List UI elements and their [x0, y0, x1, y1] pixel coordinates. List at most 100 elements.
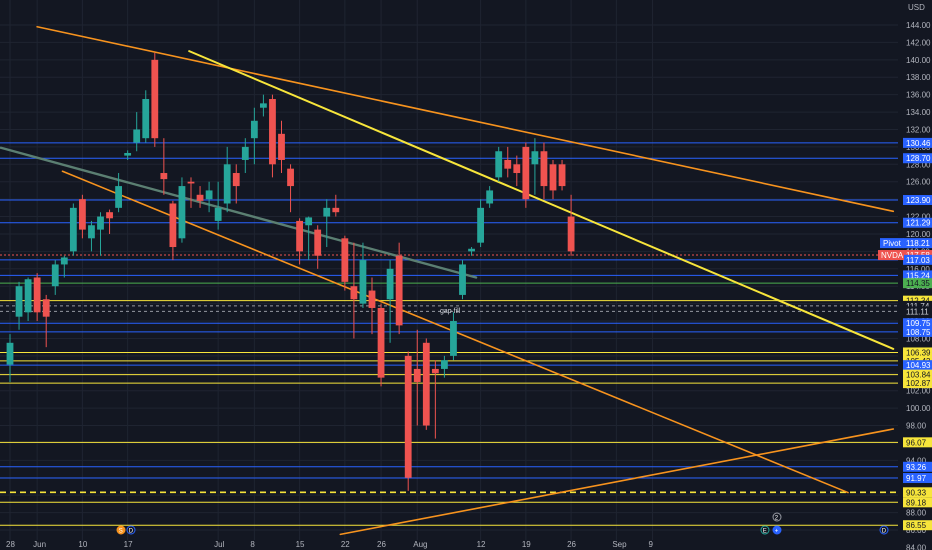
y-tick-label: 102.00 [906, 387, 931, 396]
y-tick-label: 116.00 [906, 265, 930, 274]
candle-body [495, 151, 503, 178]
candle-body [513, 164, 521, 174]
candle-body [151, 59, 159, 139]
candle-body [386, 268, 394, 300]
candle-body [450, 321, 457, 356]
grid [0, 0, 898, 548]
event-marker-icon-label: E [763, 529, 767, 535]
y-tick-label: 84.00 [906, 543, 927, 550]
price-tag-bg [903, 270, 932, 281]
candle-body [531, 151, 539, 165]
pivot-value: 118.21 [906, 239, 930, 248]
y-tick-label: 100.00 [906, 404, 931, 413]
price-tag: 115.24 [906, 271, 930, 280]
x-tick-label: 10 [78, 540, 87, 549]
price-axis[interactable]: USD 84.0086.0088.0090.0092.0094.0096.009… [878, 0, 932, 550]
price-tag: 104.93 [906, 361, 931, 370]
count-marker-icon-label: 2 [775, 516, 779, 522]
price-tag: 121.29 [906, 219, 931, 228]
gap-fill-label: gap fill [440, 308, 461, 315]
candle-body [395, 255, 403, 326]
plus-marker-icon [772, 525, 782, 535]
x-tick-label: Jul [214, 540, 224, 549]
candle-body [540, 151, 548, 187]
candle-body [422, 342, 430, 426]
price-tag: 130.46 [906, 139, 931, 148]
earnings-marker-icon-label: S [119, 529, 123, 535]
x-tick-label: 12 [477, 540, 486, 549]
candle-body [106, 212, 113, 219]
price-tag-bg [903, 520, 932, 531]
candle-body [323, 207, 331, 217]
time-axis[interactable]: 28 Jun 10 17 Jul 8 15 22 26 Aug 12 19 26 Sep 9 [0, 540, 898, 550]
y-tick-label: 144.00 [906, 21, 931, 30]
pivot-value-bg [903, 238, 932, 249]
candle-body [33, 277, 41, 313]
dividend-marker-icon-label: D [129, 529, 134, 535]
price-tag-bg [903, 318, 932, 329]
candle-body [142, 99, 150, 139]
price-tag-bg [903, 347, 932, 358]
x-tick-label: 17 [124, 540, 133, 549]
currency-label: USD [908, 3, 925, 12]
x-tick-label: 15 [296, 540, 305, 549]
candle-body [296, 220, 303, 252]
x-tick-label: Sep [612, 540, 627, 549]
price-tag: 123.90 [906, 196, 931, 205]
x-tick-label: 28 [6, 540, 15, 549]
candle-body [250, 120, 258, 139]
candle-body [196, 194, 204, 201]
candle-body [15, 286, 23, 317]
candle-body [341, 238, 349, 282]
price-tag-bg [903, 137, 932, 148]
price-tag: 128.70 [906, 154, 931, 163]
price-tag-bg [903, 461, 932, 472]
candle-body [214, 207, 222, 221]
price-tag: 111.11 [906, 307, 929, 316]
candle-body [459, 264, 466, 295]
y-tick-label: 136.00 [906, 91, 931, 100]
candle-body [558, 164, 566, 187]
pivot-label: Pivot [883, 239, 902, 248]
candle-body [269, 99, 276, 165]
event-marker-icon [760, 525, 770, 535]
y-tick-label: 86.00 [906, 526, 927, 535]
price-tag: 103.84 [906, 371, 931, 380]
y-tick-label: 126.00 [906, 178, 931, 187]
y-tick-label: 138.00 [906, 73, 931, 82]
candle-body [359, 260, 367, 304]
candle-body [377, 307, 385, 378]
price-tag: 106.39 [906, 348, 931, 357]
x-tick-label: 26 [567, 540, 576, 549]
annotations: gap fill [440, 308, 461, 315]
count-marker-icon [772, 512, 782, 522]
candle-body [24, 279, 32, 313]
candle-body [133, 129, 141, 143]
candle-body [278, 133, 285, 160]
price-tag: 90.33 [906, 488, 927, 497]
candle-body [468, 248, 475, 252]
candle-body [205, 190, 213, 200]
candle-body [305, 217, 313, 226]
y-tick-label: 98.00 [906, 422, 927, 431]
x-tick-label: 26 [377, 540, 386, 549]
price-tag-bg [903, 278, 932, 289]
price-tag: 117.03 [906, 256, 930, 265]
candle-body [232, 173, 240, 187]
trendline-descending-yellow [188, 50, 895, 350]
candle-body [69, 207, 77, 252]
x-tick-label: Jun [33, 540, 46, 549]
dividend-marker-right-icon [879, 525, 889, 535]
candle-body [486, 190, 494, 204]
price-tag: 91.97 [906, 474, 927, 483]
candle-body [441, 360, 448, 369]
candle-body [350, 286, 358, 300]
plus-marker-icon-label: + [775, 529, 779, 535]
candle-body [404, 355, 412, 478]
x-tick-label: 19 [522, 540, 531, 549]
x-tick-label: 8 [250, 540, 255, 549]
y-tick-label: 142.00 [906, 38, 931, 47]
price-tag: 108.75 [906, 328, 931, 337]
x-tick-label: Aug [413, 540, 427, 549]
